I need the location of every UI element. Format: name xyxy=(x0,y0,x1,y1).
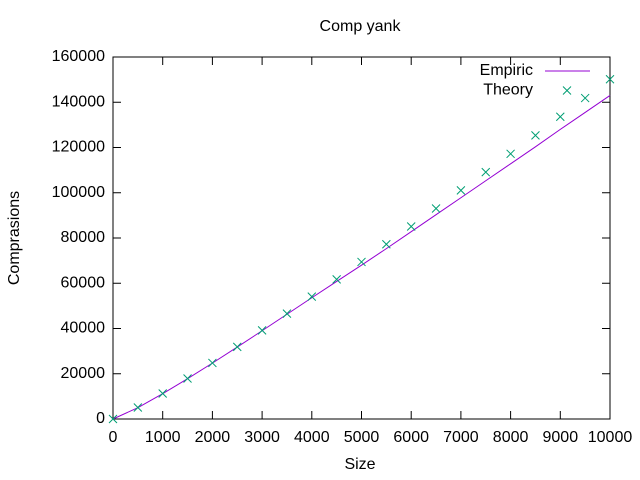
plot-border xyxy=(112,56,611,420)
point xyxy=(208,358,217,368)
point xyxy=(357,257,366,267)
x-tick-label: 10000 xyxy=(588,429,633,446)
point xyxy=(257,326,267,335)
y-tick-label: 120000 xyxy=(52,139,105,156)
point xyxy=(332,275,342,284)
point xyxy=(605,74,615,84)
y-tick-label: 20000 xyxy=(61,365,106,382)
point xyxy=(481,167,491,177)
point xyxy=(158,389,168,398)
point xyxy=(531,130,540,140)
x-tick-label: 8000 xyxy=(493,429,529,446)
point xyxy=(431,204,441,213)
y-tick-label: 0 xyxy=(96,410,105,427)
x-tick-label: 2000 xyxy=(195,429,231,446)
y-tick-label: 100000 xyxy=(52,184,105,201)
x-tick-label: 4000 xyxy=(294,429,330,446)
legend-label: Empiric xyxy=(480,62,533,79)
point xyxy=(506,149,515,159)
point xyxy=(282,309,292,319)
point xyxy=(108,414,118,424)
x-tick-label: 5000 xyxy=(344,429,380,446)
y-tick-label: 140000 xyxy=(52,93,105,110)
line xyxy=(112,95,611,420)
point xyxy=(133,403,143,412)
y-tick-label: 80000 xyxy=(61,229,106,246)
y-tick-label: 40000 xyxy=(61,320,106,337)
x-tick-label: 7000 xyxy=(443,429,479,446)
x-tick-label: 1000 xyxy=(145,429,181,446)
y-tick-label: 160000 xyxy=(52,48,105,65)
point xyxy=(307,292,317,301)
point xyxy=(406,222,416,231)
x-tick-label: 3000 xyxy=(244,429,280,446)
x-axis-label: Size xyxy=(344,456,375,473)
chart-title: Comp yank xyxy=(320,18,402,35)
point xyxy=(456,186,466,195)
legend-marker xyxy=(562,86,572,95)
x-tick-label: 6000 xyxy=(393,429,429,446)
y-tick-label: 60000 xyxy=(61,274,106,291)
x-tick-label: 9000 xyxy=(543,429,579,446)
point xyxy=(232,342,242,352)
point xyxy=(183,374,192,383)
point xyxy=(580,93,590,103)
x-tick-label: 0 xyxy=(109,429,118,446)
point xyxy=(555,112,565,122)
legend-label: Theory xyxy=(483,82,533,99)
y-axis-label: Comprasions xyxy=(6,191,23,285)
point xyxy=(381,239,391,249)
